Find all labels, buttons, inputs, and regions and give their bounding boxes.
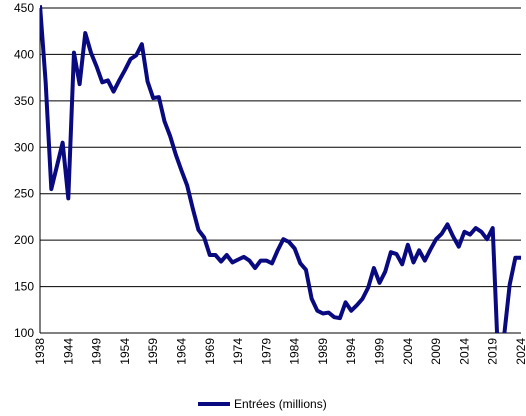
x-tick-label: 1989 [316, 338, 330, 365]
x-tick-label: 2009 [429, 338, 443, 365]
x-tick-label: 1979 [259, 338, 273, 365]
y-tick-label: 350 [14, 94, 34, 108]
y-tick-label: 100 [14, 326, 34, 340]
y-tick-label: 200 [14, 233, 34, 247]
x-tick-label: 1959 [146, 338, 160, 365]
x-tick-label: 1969 [203, 338, 217, 365]
legend-label: Entrées (millions) [234, 397, 327, 411]
x-tick-label: 1938 [33, 338, 47, 365]
labels: 100 150 200 250 300 350 400 450 1938 1944 1949 1954… [14, 1, 526, 411]
y-tick-label: 150 [14, 280, 34, 294]
x-tick-label: 1949 [90, 338, 104, 365]
y-tick-label: 450 [14, 1, 34, 15]
x-tick-label: 2004 [401, 338, 415, 365]
grid [39, 7, 521, 334]
x-tick-label: 1994 [344, 338, 358, 365]
data-line [40, 5, 521, 333]
plot [40, 5, 521, 333]
x-tick-label: 2024 [514, 338, 526, 365]
y-tick-label: 250 [14, 187, 34, 201]
y-tick-label: 300 [14, 140, 34, 154]
x-tick-label: 2019 [486, 338, 500, 365]
x-tick-label: 1944 [61, 338, 75, 365]
x-tick-label: 1954 [118, 338, 132, 365]
x-tick-label: 2014 [457, 338, 471, 365]
x-tick-label: 1999 [373, 338, 387, 365]
x-tick-label: 1984 [288, 338, 302, 365]
y-tick-label: 400 [14, 47, 34, 61]
x-tick-label: 1974 [231, 338, 245, 365]
x-tick-label: 1964 [174, 338, 188, 365]
